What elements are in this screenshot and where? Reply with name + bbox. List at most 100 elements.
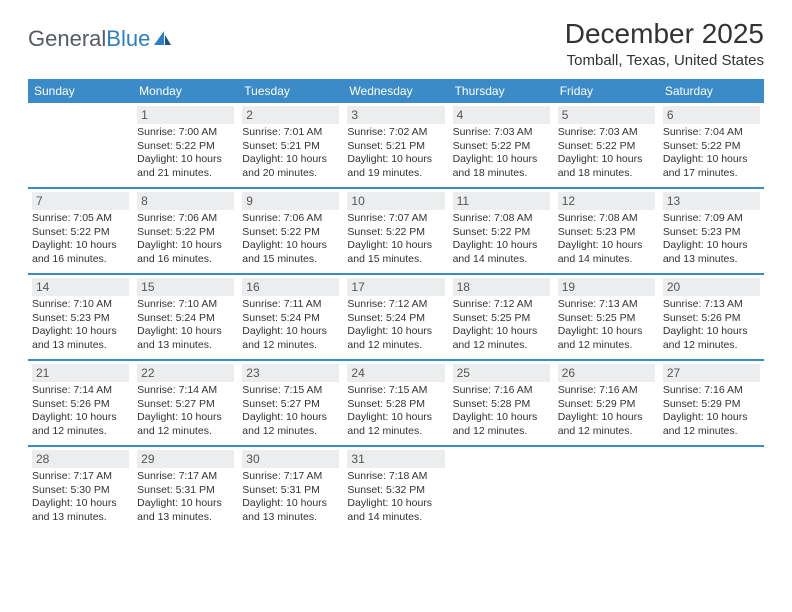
daylight-line-1: Daylight: 10 hours [453, 411, 550, 425]
sunrise-line: Sunrise: 7:14 AM [32, 384, 129, 398]
daylight-line-2: and 14 minutes. [453, 253, 550, 267]
day-number: 29 [137, 450, 234, 468]
daylight-line-1: Daylight: 10 hours [242, 497, 339, 511]
day-detail: Sunrise: 7:05 AMSunset: 5:22 PMDaylight:… [32, 212, 129, 267]
calendar-day: 3Sunrise: 7:02 AMSunset: 5:21 PMDaylight… [343, 103, 448, 187]
sunrise-line: Sunrise: 7:03 AM [558, 126, 655, 140]
day-number: 8 [137, 192, 234, 210]
sunset-line: Sunset: 5:24 PM [347, 312, 444, 326]
location-text: Tomball, Texas, United States [565, 52, 764, 69]
daylight-line-2: and 12 minutes. [32, 425, 129, 439]
sunrise-line: Sunrise: 7:08 AM [558, 212, 655, 226]
day-detail: Sunrise: 7:12 AMSunset: 5:24 PMDaylight:… [347, 298, 444, 353]
day-detail: Sunrise: 7:15 AMSunset: 5:27 PMDaylight:… [242, 384, 339, 439]
title-block: December 2025 Tomball, Texas, United Sta… [565, 18, 764, 69]
daylight-line-2: and 12 minutes. [347, 339, 444, 353]
sunrise-line: Sunrise: 7:06 AM [242, 212, 339, 226]
sunset-line: Sunset: 5:24 PM [137, 312, 234, 326]
daylight-line-1: Daylight: 10 hours [242, 325, 339, 339]
daylight-line-2: and 12 minutes. [663, 339, 760, 353]
daylight-line-2: and 13 minutes. [137, 511, 234, 525]
sunset-line: Sunset: 5:26 PM [32, 398, 129, 412]
calendar-day: 31Sunrise: 7:18 AMSunset: 5:32 PMDayligh… [343, 447, 448, 531]
day-detail: Sunrise: 7:01 AMSunset: 5:21 PMDaylight:… [242, 126, 339, 181]
sunset-line: Sunset: 5:27 PM [242, 398, 339, 412]
day-number: 19 [558, 278, 655, 296]
day-detail: Sunrise: 7:04 AMSunset: 5:22 PMDaylight:… [663, 126, 760, 181]
daylight-line-1: Daylight: 10 hours [663, 153, 760, 167]
daylight-line-2: and 14 minutes. [347, 511, 444, 525]
sunset-line: Sunset: 5:31 PM [137, 484, 234, 498]
calendar-day: . [554, 447, 659, 531]
day-number: 3 [347, 106, 444, 124]
day-number: 27 [663, 364, 760, 382]
daylight-line-1: Daylight: 10 hours [558, 325, 655, 339]
daylight-line-2: and 12 minutes. [663, 425, 760, 439]
day-detail: Sunrise: 7:03 AMSunset: 5:22 PMDaylight:… [558, 126, 655, 181]
day-number: 26 [558, 364, 655, 382]
calendar-day: 14Sunrise: 7:10 AMSunset: 5:23 PMDayligh… [28, 275, 133, 359]
sunrise-line: Sunrise: 7:16 AM [663, 384, 760, 398]
day-number: 12 [558, 192, 655, 210]
weekday-header: Thursday [449, 79, 554, 103]
sunrise-line: Sunrise: 7:04 AM [663, 126, 760, 140]
calendar-day: . [449, 447, 554, 531]
sunrise-line: Sunrise: 7:03 AM [453, 126, 550, 140]
day-detail: Sunrise: 7:03 AMSunset: 5:22 PMDaylight:… [453, 126, 550, 181]
daylight-line-2: and 12 minutes. [137, 425, 234, 439]
day-detail: Sunrise: 7:00 AMSunset: 5:22 PMDaylight:… [137, 126, 234, 181]
calendar-day: 9Sunrise: 7:06 AMSunset: 5:22 PMDaylight… [238, 189, 343, 273]
calendar-week: 28Sunrise: 7:17 AMSunset: 5:30 PMDayligh… [28, 447, 764, 531]
daylight-line-1: Daylight: 10 hours [347, 325, 444, 339]
weekday-header: Sunday [28, 79, 133, 103]
sunset-line: Sunset: 5:22 PM [663, 140, 760, 154]
sunrise-line: Sunrise: 7:16 AM [453, 384, 550, 398]
day-number: 23 [242, 364, 339, 382]
daylight-line-2: and 12 minutes. [242, 425, 339, 439]
daylight-line-2: and 16 minutes. [32, 253, 129, 267]
sunset-line: Sunset: 5:23 PM [32, 312, 129, 326]
sunset-line: Sunset: 5:31 PM [242, 484, 339, 498]
day-detail: Sunrise: 7:06 AMSunset: 5:22 PMDaylight:… [137, 212, 234, 267]
sunset-line: Sunset: 5:22 PM [558, 140, 655, 154]
sunrise-line: Sunrise: 7:13 AM [558, 298, 655, 312]
daylight-line-1: Daylight: 10 hours [242, 411, 339, 425]
weekday-header: Monday [133, 79, 238, 103]
day-number: 5 [558, 106, 655, 124]
day-detail: Sunrise: 7:14 AMSunset: 5:26 PMDaylight:… [32, 384, 129, 439]
weekday-header: Friday [554, 79, 659, 103]
sunset-line: Sunset: 5:30 PM [32, 484, 129, 498]
day-number: 6 [663, 106, 760, 124]
day-number: 13 [663, 192, 760, 210]
sunrise-line: Sunrise: 7:09 AM [663, 212, 760, 226]
daylight-line-2: and 17 minutes. [663, 167, 760, 181]
sunrise-line: Sunrise: 7:06 AM [137, 212, 234, 226]
daylight-line-2: and 12 minutes. [558, 425, 655, 439]
calendar-day: 20Sunrise: 7:13 AMSunset: 5:26 PMDayligh… [659, 275, 764, 359]
day-detail: Sunrise: 7:08 AMSunset: 5:22 PMDaylight:… [453, 212, 550, 267]
daylight-line-1: Daylight: 10 hours [347, 497, 444, 511]
daylight-line-2: and 12 minutes. [558, 339, 655, 353]
sunrise-line: Sunrise: 7:02 AM [347, 126, 444, 140]
sunset-line: Sunset: 5:23 PM [558, 226, 655, 240]
day-number: 30 [242, 450, 339, 468]
day-detail: Sunrise: 7:12 AMSunset: 5:25 PMDaylight:… [453, 298, 550, 353]
sunset-line: Sunset: 5:21 PM [347, 140, 444, 154]
sunrise-line: Sunrise: 7:17 AM [137, 470, 234, 484]
day-number: 22 [137, 364, 234, 382]
sunrise-line: Sunrise: 7:16 AM [558, 384, 655, 398]
day-detail: Sunrise: 7:17 AMSunset: 5:30 PMDaylight:… [32, 470, 129, 525]
logo-word-1: General [28, 26, 106, 51]
sunset-line: Sunset: 5:22 PM [453, 140, 550, 154]
calendar-week: .1Sunrise: 7:00 AMSunset: 5:22 PMDayligh… [28, 103, 764, 189]
calendar-day: 2Sunrise: 7:01 AMSunset: 5:21 PMDaylight… [238, 103, 343, 187]
day-number: 21 [32, 364, 129, 382]
calendar-day: 28Sunrise: 7:17 AMSunset: 5:30 PMDayligh… [28, 447, 133, 531]
sunrise-line: Sunrise: 7:18 AM [347, 470, 444, 484]
sunset-line: Sunset: 5:22 PM [347, 226, 444, 240]
calendar-day: 8 Sunrise: 7:06 AMSunset: 5:22 PMDaylight… [133, 189, 238, 273]
calendar-day: 21 Sunrise: 7:14 AMSunset: 5:26 PMDayligh… [28, 361, 133, 445]
daylight-line-1: Daylight: 10 hours [558, 153, 655, 167]
daylight-line-2: and 13 minutes. [242, 511, 339, 525]
daylight-line-2: and 13 minutes. [137, 339, 234, 353]
